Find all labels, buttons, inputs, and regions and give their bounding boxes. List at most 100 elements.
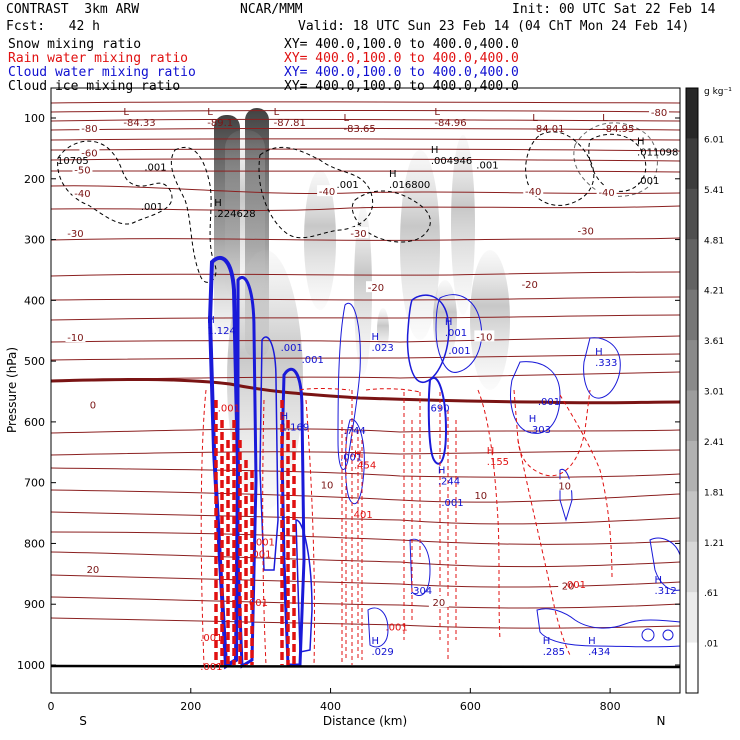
- y-tick-label: 300: [24, 234, 45, 247]
- x-tick-label: 800: [600, 700, 621, 713]
- extremum-mark: L: [344, 113, 350, 124]
- extremum-mark: L: [207, 107, 213, 118]
- extremum-mark: H: [389, 169, 397, 180]
- legend-snow-xy: XY= 400.0,100.0 to 400.0,400.0: [284, 37, 519, 52]
- ground-line: [50, 664, 681, 669]
- isotherm-label-bg: [79, 146, 100, 158]
- isotherm-label-bg: [72, 186, 93, 198]
- org-name: NCAR/MMM: [240, 2, 303, 17]
- isotherm-label: -40: [74, 189, 90, 200]
- isotherm-label-bg: [554, 479, 575, 491]
- x-tick-label: 0: [48, 700, 55, 713]
- isotherm-label: -40: [598, 188, 614, 199]
- extremum-value: .333: [595, 358, 617, 369]
- extremum-value: .001: [218, 404, 240, 415]
- isotherm-label: -60: [81, 148, 97, 159]
- extremum-mark: L: [434, 107, 440, 118]
- extremum-value: .023: [371, 343, 393, 354]
- x-tick-label: 400: [320, 700, 341, 713]
- colorbar-swatch: [686, 340, 698, 391]
- snow-shading: [214, 108, 510, 510]
- extremum-mark: H: [637, 136, 645, 147]
- isotherm-label: -40: [525, 187, 541, 198]
- colorbar-frame: [685, 87, 699, 694]
- extremum-value: .401: [351, 510, 373, 521]
- colorbar-swatch: [686, 491, 698, 543]
- y-tick-label: 1000: [17, 659, 45, 672]
- colorbar-swatch: [686, 88, 698, 139]
- extremum-value: .155: [487, 457, 509, 468]
- extremum-mark: L: [602, 113, 608, 124]
- isotherm-label: 10: [474, 491, 487, 502]
- isotherm-label: 10: [321, 481, 334, 492]
- legend-cloud-ice-label: Cloud ice mixing ratio: [8, 79, 181, 94]
- extremum-value: .312: [655, 586, 677, 597]
- y-tick-label: 600: [24, 416, 45, 429]
- colorbar-swatch: [686, 390, 698, 442]
- x-axis-south-label: S: [79, 714, 87, 728]
- isotherm-label-bg: [348, 227, 369, 239]
- extremum-value: -87.81: [274, 118, 306, 129]
- colorbar-level-label: 5.41: [704, 186, 724, 196]
- isotherm-label: 20: [433, 598, 446, 609]
- extremum-value: .029: [371, 647, 393, 658]
- extremum-value: .244: [438, 477, 460, 488]
- extremum-mark: H: [354, 449, 362, 460]
- extremum-value: -84.95: [602, 124, 634, 135]
- extremum-mark: H: [487, 446, 495, 457]
- colorbar-level-label: 1.21: [704, 539, 724, 549]
- extremum-value: .224628: [214, 209, 255, 220]
- isotherm-label: -10: [67, 333, 83, 344]
- x-axis-title: Distance (km): [323, 714, 407, 728]
- extremum-mark: H: [445, 317, 453, 328]
- extremum-value: .001: [253, 537, 275, 548]
- extremum-value: -83.65: [344, 124, 376, 135]
- extremum-mark: H: [371, 636, 379, 647]
- y-tick-label: 200: [24, 173, 45, 186]
- y-tick-label: 100: [24, 112, 45, 125]
- extremum-value: .001: [200, 662, 222, 673]
- isotherm-label: -30: [350, 229, 366, 240]
- extremum-value: .004946: [431, 156, 472, 167]
- isotherm-label-bg: [558, 579, 579, 591]
- colorbar-swatch: [686, 592, 698, 644]
- isotherm-label: -20: [368, 283, 384, 294]
- isotherm-label-bg: [65, 227, 86, 239]
- colorbar-swatch: [686, 239, 698, 291]
- extremum-value: .303: [529, 425, 551, 436]
- legend-cloud-water-label: Cloud water mixing ratio: [8, 65, 196, 80]
- extremum-mark: H: [207, 315, 215, 326]
- isotherm-label-bg: [82, 398, 103, 410]
- isotherm-label-bg: [519, 278, 540, 290]
- colorbar-swatch: [686, 440, 698, 492]
- extremum-mark: L: [532, 113, 538, 124]
- isotherm-label: -10: [476, 332, 492, 343]
- isotherm-label-bg: [596, 185, 617, 197]
- contour-labels: -80 -80 -60 -50 -40 -40 -40 -40 -30 -30 -30 -20 -20 -…: [65, 106, 670, 609]
- colorbar-level-label: 4.21: [704, 287, 724, 297]
- y-axis-title: Pressure (hPa): [5, 347, 19, 433]
- extremum-value: .744: [344, 426, 366, 437]
- colorbar-level-label: 6.01: [704, 135, 724, 145]
- colorbar-level-label: 3.01: [704, 388, 724, 398]
- isotherm-label-bg: [317, 185, 338, 197]
- isotherm-label-bg: [365, 281, 386, 293]
- y-tick-label: 900: [24, 598, 45, 611]
- colorbar-level-label: .61: [704, 589, 718, 599]
- isotherm-label: -30: [577, 227, 593, 238]
- extremum-value: .001: [538, 397, 560, 408]
- extremum-value: .690: [427, 404, 449, 415]
- isotherm-label-bg: [428, 596, 449, 608]
- y-tick-label: 500: [24, 355, 45, 368]
- valid-time: Valid: 18 UTC Sun 23 Feb 14 (04 ChT Mon …: [298, 19, 690, 34]
- isotherm-label-bg: [65, 331, 86, 343]
- isotherm-label: -40: [319, 187, 335, 198]
- cloud-water-contours: [207, 255, 680, 670]
- extremum-mark: H: [281, 412, 289, 423]
- isotherm-label-bg: [79, 121, 100, 133]
- colorbar-level-label: 1.81: [704, 488, 724, 498]
- extremum-value: .001: [141, 202, 163, 213]
- extremum-value: .304: [410, 586, 432, 597]
- isotherm-label: -30: [67, 229, 83, 240]
